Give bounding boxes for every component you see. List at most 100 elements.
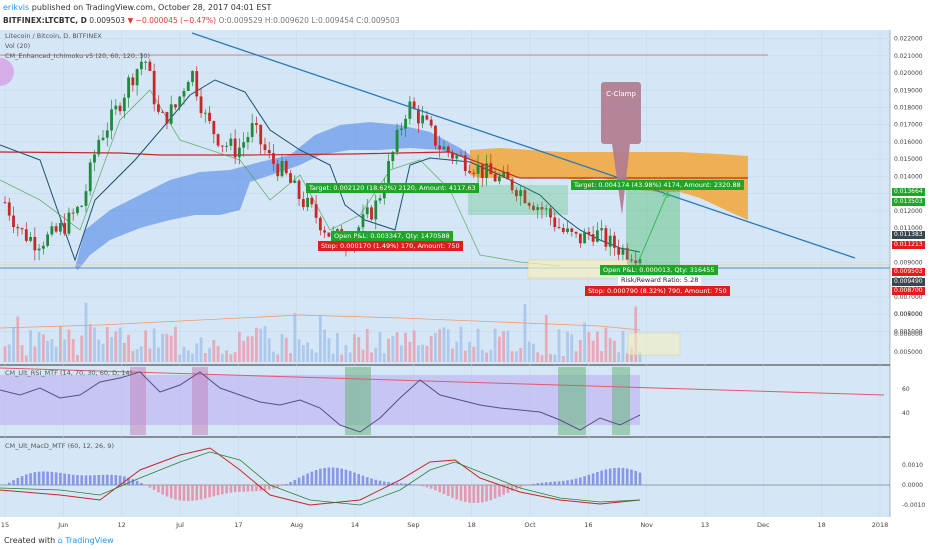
volume-bar [246, 336, 250, 362]
macd-bar [174, 485, 177, 500]
macd-bar [523, 485, 527, 487]
candle-body [12, 215, 15, 228]
candle-body [391, 151, 395, 162]
candle-body [578, 233, 582, 244]
volume-bar [306, 342, 309, 362]
legend-vol[interactable]: Vol (20) [5, 42, 31, 50]
volume-bar [549, 353, 552, 362]
candle-body [451, 152, 454, 159]
candle-body [625, 247, 629, 260]
candle-body [233, 138, 237, 158]
volume-bar [229, 354, 233, 362]
macd-bar [212, 485, 216, 497]
target-label-2[interactable]: Target: 0.004174 (43.98%) 4174, Amount: … [571, 180, 744, 190]
macd-bar [59, 472, 62, 485]
candle-body [446, 146, 450, 153]
candle-body [71, 212, 75, 214]
stop-label-2[interactable]: Stop: 0.000790 (8.32%) 790, Amount: 750 [585, 286, 730, 296]
candlesticks [3, 52, 642, 274]
volume-bar [50, 339, 54, 362]
y-tick-label: 0.007000 [894, 294, 923, 301]
macd-bar [421, 485, 424, 487]
candle-body [250, 123, 254, 137]
macd-bar [259, 485, 263, 491]
tradingview-brand[interactable]: TradingView [65, 536, 114, 545]
volume-bar [365, 328, 369, 362]
volume-bar [442, 327, 446, 362]
volume-bar [438, 329, 442, 362]
legend-rsi[interactable]: CM_Ult_RSI_MTF (14, 70, 30, 60, D, 14) [5, 369, 133, 377]
macd-bar [327, 467, 331, 485]
y-tick-label: 0.018000 [894, 105, 923, 112]
volume-bar [122, 342, 126, 362]
c-clamp-callout[interactable] [601, 82, 641, 144]
trendline[interactable] [191, 32, 856, 259]
candle-body [199, 96, 203, 114]
macd-bar [544, 482, 548, 485]
macd-bar [54, 472, 58, 485]
volume-bar [429, 335, 433, 362]
volume-bar [421, 344, 425, 362]
macd-bar [336, 467, 339, 485]
candle-body [118, 105, 122, 112]
y-tick-label: 0.011000 [894, 225, 923, 232]
stop-label-1[interactable]: Stop: 0.000170 (1.49%) 170, Amount: 750 [318, 241, 463, 251]
macd-bar [131, 479, 135, 485]
volume-bar [566, 331, 569, 362]
macd-bar [532, 483, 535, 485]
macd-bar [76, 475, 79, 485]
candle-body [480, 164, 484, 178]
rsi-highlight [558, 367, 586, 435]
macd-bar [110, 474, 113, 485]
volume-bar [370, 352, 373, 362]
candle-body [165, 111, 169, 124]
candle-body [634, 260, 638, 264]
volume-bar [340, 354, 344, 362]
volume-bar [399, 345, 403, 362]
rsi-trendline[interactable] [0, 367, 885, 396]
macd-bar [596, 471, 599, 485]
legend-macd[interactable]: CM_Ult_MacD_MTF (60, 12, 26, 9) [5, 442, 114, 450]
candle-body [595, 230, 599, 242]
legend-ichimoku[interactable]: CM_Enhanced_Ichimoku v5 (20, 60, 120, 30… [5, 52, 151, 60]
candle-body [378, 198, 382, 201]
volume-bar [613, 340, 616, 362]
publish-info: published on TradingView.com, October 28… [31, 3, 272, 12]
volume-bar [33, 346, 37, 362]
macd-bar [408, 483, 412, 485]
candle-body [33, 236, 37, 251]
volume-bar [169, 335, 173, 362]
volume-bar [455, 341, 459, 362]
rsi-tick-label: 40 [902, 410, 910, 417]
volume-bar [157, 347, 160, 362]
macd-bar [370, 478, 373, 485]
volume-bar [587, 332, 591, 362]
author-link[interactable]: erikvis [3, 3, 30, 12]
open-pnl-label-2[interactable]: Open P&L: 0.000013, Qty: 316455 [600, 265, 718, 275]
volume-bar [446, 329, 450, 362]
macd-bar [472, 485, 476, 503]
volume-bar [382, 353, 386, 362]
candle-body [561, 227, 565, 232]
macd-bar [378, 480, 382, 485]
candle-body [139, 61, 143, 70]
macd-bar [331, 467, 335, 485]
rsi-line [0, 371, 641, 433]
macd-bar [225, 485, 228, 494]
volume-bar [608, 338, 612, 362]
macd-bar [387, 482, 390, 485]
target-label-1[interactable]: Target: 0.002120 (18.62%) 2120, Amount: … [306, 183, 479, 193]
tenkan-line [0, 79, 641, 262]
open-pnl-label-1[interactable]: Open P&L: 0.003347, Qty: 1470588 [331, 231, 453, 241]
macd-bar [302, 475, 305, 485]
macd-bar [33, 472, 37, 485]
macd-bar [570, 479, 574, 485]
macd-bar [621, 467, 625, 485]
volume-bar [544, 314, 548, 362]
chart-canvas[interactable]: 0.022000 0.021000 0.020000 0.019000 0.018000… [0, 30, 932, 532]
y-tick-label: 0.022000 [894, 36, 923, 43]
macd-bar [434, 485, 437, 491]
macd-bar [12, 480, 15, 485]
macd-bar [489, 485, 493, 501]
macd-bar [178, 485, 182, 501]
